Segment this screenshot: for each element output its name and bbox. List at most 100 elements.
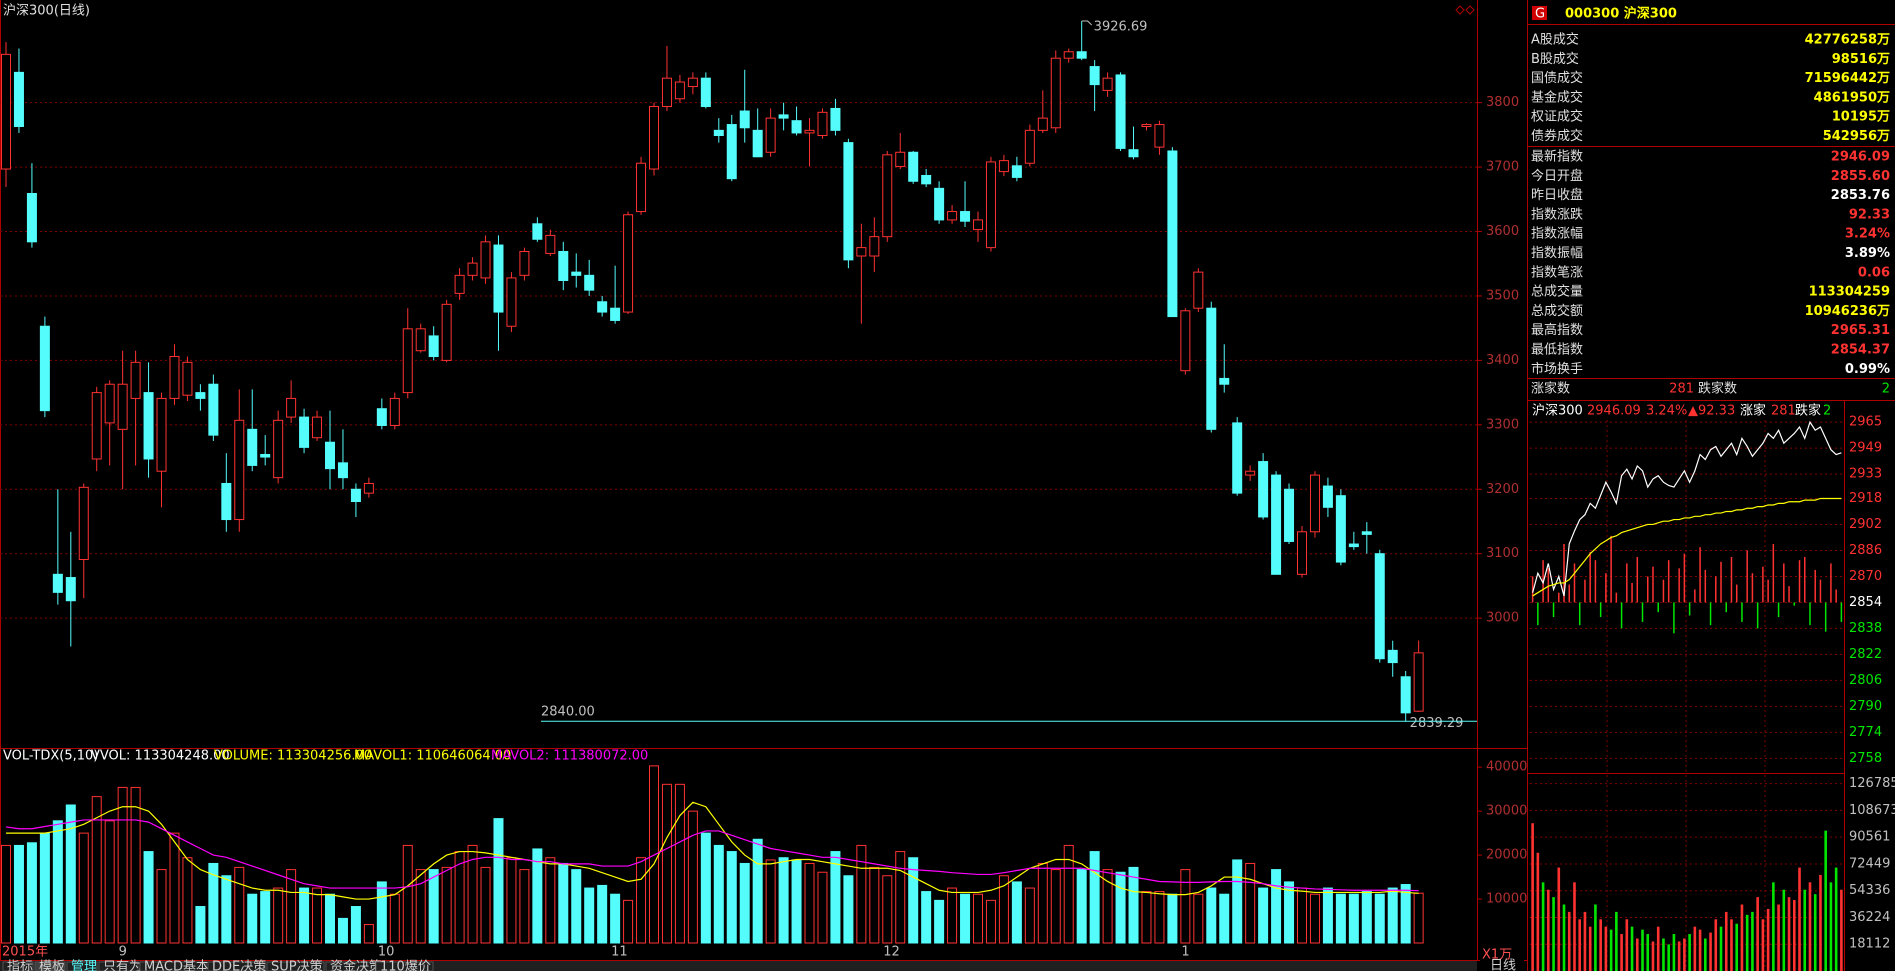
candle-body — [454, 274, 465, 294]
candle-body — [52, 573, 63, 593]
candle-body — [726, 124, 737, 180]
tab[interactable] — [325, 961, 375, 971]
candle-body — [1180, 310, 1191, 372]
tab[interactable] — [98, 961, 139, 971]
window-icons[interactable] — [1455, 5, 1475, 15]
tab-label[interactable]: 资金决策 — [330, 959, 382, 971]
tab[interactable] — [266, 961, 325, 971]
volume-bar — [1688, 934, 1691, 971]
volume-bar — [1840, 889, 1843, 971]
volume-bar — [1154, 891, 1165, 944]
tab[interactable] — [207, 961, 266, 971]
volume-bar — [674, 783, 685, 944]
y-tick-label: 3700 — [1486, 160, 1519, 175]
volume-bar — [713, 844, 724, 944]
candle-body — [208, 383, 219, 436]
candle-body — [1063, 51, 1074, 59]
tab-label[interactable]: 管理 — [71, 960, 97, 971]
volume-bar — [1625, 919, 1629, 971]
row-value: 2854.37 — [1831, 343, 1890, 358]
volume-bar — [1819, 874, 1822, 971]
tab[interactable] — [66, 961, 98, 971]
tab[interactable] — [375, 961, 434, 971]
y-tick-label: 3200 — [1486, 482, 1519, 497]
volume-bar — [13, 844, 24, 944]
volume-bar — [1011, 881, 1022, 944]
volume-bar — [1792, 900, 1796, 971]
candle-body — [1024, 129, 1035, 164]
volume-bar — [1798, 867, 1801, 971]
volume-bar — [1829, 882, 1833, 971]
volume-bar — [610, 893, 621, 944]
tab-label[interactable]: MACD基本 — [144, 960, 209, 971]
tab-label[interactable]: 指标 — [7, 960, 33, 971]
volume-bar — [480, 866, 491, 944]
candle-body — [350, 488, 361, 503]
y-tick-label: 3800 — [1486, 95, 1519, 110]
candle-body — [1076, 51, 1087, 59]
candle-body — [13, 71, 24, 127]
candle-body — [519, 250, 530, 276]
volume-bar — [1063, 844, 1074, 944]
candle-body — [869, 236, 880, 257]
tab-label[interactable]: 只有为 — [103, 960, 142, 971]
candle-body — [363, 482, 374, 494]
volume-bar — [1245, 862, 1256, 944]
volume-bar — [1604, 926, 1608, 971]
tab-label[interactable]: 110爆价 — [380, 960, 431, 971]
volume-bar — [1735, 923, 1739, 971]
y-tick-label: 40000 — [1486, 760, 1527, 775]
badge-box — [1532, 6, 1547, 20]
candle-body — [985, 161, 996, 249]
candle-body — [1322, 485, 1333, 508]
candle-body — [286, 397, 297, 418]
candle-body — [467, 262, 478, 276]
volume-bar — [1567, 911, 1571, 971]
volume-bar — [1219, 893, 1230, 944]
volume-bar — [130, 786, 141, 944]
y-tick-label: 2902 — [1849, 517, 1882, 532]
volume-bar — [558, 862, 569, 944]
candle-body — [65, 577, 76, 602]
volume-bar — [1562, 904, 1566, 971]
row-value: 10946236万 — [1805, 304, 1890, 319]
candle-body — [143, 392, 154, 460]
volume-bar — [506, 857, 517, 944]
volume-bar — [636, 857, 647, 944]
quote-header: 2946.09 — [1587, 404, 1641, 419]
candle-body — [1089, 66, 1100, 86]
volume-bar — [1677, 941, 1681, 971]
volume-bar — [1683, 938, 1686, 971]
candle-body — [1167, 150, 1178, 318]
y-tick-label: 2854 — [1849, 595, 1882, 610]
row-value: 3.24% — [1845, 227, 1890, 242]
tab-label[interactable]: 模板 — [39, 960, 65, 971]
candle-body — [441, 303, 452, 361]
quote-header: 2 — [1823, 404, 1831, 419]
candle-body — [325, 441, 335, 470]
candle-body — [1387, 649, 1398, 664]
volume-bar — [1667, 944, 1670, 971]
candle-body — [856, 247, 867, 257]
volume-bar — [247, 893, 258, 944]
tab-label[interactable]: SUP决策 — [271, 959, 323, 971]
candle-body — [636, 162, 647, 213]
volume-bar — [182, 857, 193, 944]
y-tick-label: 2870 — [1849, 569, 1882, 584]
period-label[interactable]: 日线 — [1490, 959, 1516, 971]
y-tick-label: 2758 — [1849, 751, 1882, 766]
tab[interactable] — [34, 961, 66, 971]
candle-body — [791, 120, 802, 134]
volume-bar — [1756, 897, 1759, 971]
tab[interactable] — [2, 961, 34, 971]
y-tick-label: 108673 — [1849, 803, 1895, 818]
tab[interactable] — [139, 961, 207, 971]
candle-body — [947, 211, 958, 221]
volume-bar — [91, 796, 102, 944]
tab-label[interactable]: DDE决策 — [212, 959, 266, 971]
volume-bar — [299, 887, 310, 944]
row-value: 2965.31 — [1831, 323, 1890, 338]
candle-body — [545, 234, 556, 254]
volume-bar — [389, 893, 400, 944]
